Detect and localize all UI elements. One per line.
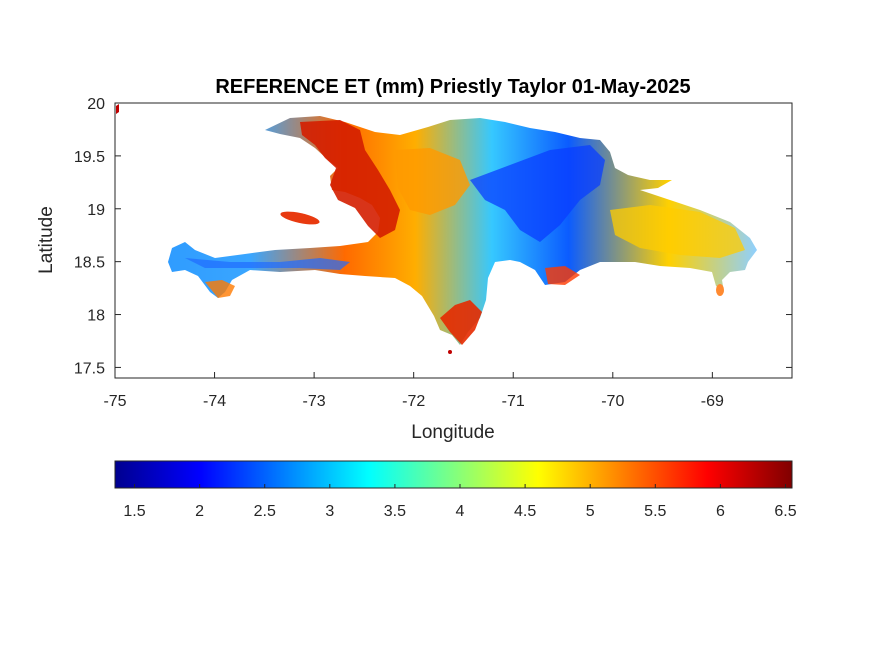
colorbar-tick-label: 6.5 [774,503,796,520]
y-axis-label: Latitude [36,206,57,274]
x-axis-label: Longitude [411,422,494,443]
southeast-islet [716,284,724,296]
x-tick-label: -74 [203,393,226,410]
corner-pixel [116,104,119,114]
y-tick-label: 17.5 [74,360,105,377]
x-tick-label: -69 [701,393,724,410]
beata-islet [448,350,452,354]
colorbar-tick-label: 2.5 [254,503,276,520]
warm-zone-central [395,148,470,215]
hot-zone-south [440,300,482,345]
x-tick-label: -71 [502,393,525,410]
x-ticks: -75 -74 -73 -72 -71 -70 -69 [103,372,724,410]
colorbar-gradient [114,460,793,489]
chart-title: REFERENCE ET (mm) Priestly Taylor 01-May… [215,76,690,98]
colorbar: 1.5 2 2.5 3 3.5 4 4.5 5 5.5 6 6.5 [114,460,797,520]
hot-zone-northwest [300,120,400,238]
colorbar-tick-label: 6 [716,503,725,520]
colorbar-tick-label: 5.5 [644,503,666,520]
hot-zone-southeast-coast [545,266,580,285]
y-tick-label: 20 [87,96,105,113]
y-tick-label: 18 [87,308,105,325]
y-tick-label: 19 [87,202,105,219]
colorbar-tick-label: 1.5 [123,503,145,520]
x-tick-label: -73 [303,393,326,410]
y-ticks: 20 19.5 19 18.5 18 17.5 [74,96,792,377]
colorbar-tick-label: 4 [456,503,465,520]
map-axes: -75 -74 -73 -72 -71 -70 -69 20 19.5 19 18.5 18 17.5… [36,96,793,443]
y-tick-label: 18.5 [74,255,105,272]
tortuga-island [280,211,320,225]
colorbar-tick-label: 4.5 [514,503,536,520]
x-tick-label: -70 [601,393,624,410]
cool-zone-southwest [185,258,350,270]
hispaniola-island [168,116,757,345]
y-tick-label: 19.5 [74,149,105,166]
x-tick-label: -75 [103,393,126,410]
x-tick-label: -72 [402,393,425,410]
cool-zone-cordillera [470,145,605,242]
island-map [116,104,757,354]
warm-zone-southwest-coast [205,280,235,298]
colorbar-tick-label: 3 [325,503,334,520]
colorbar-tick-label: 3.5 [384,503,406,520]
colorbar-ticks: 1.5 2 2.5 3 3.5 4 4.5 5 5.5 6 6.5 [123,484,797,520]
warm-zone-east [610,205,745,258]
colorbar-tick-label: 5 [586,503,595,520]
colorbar-tick-label: 2 [195,503,204,520]
